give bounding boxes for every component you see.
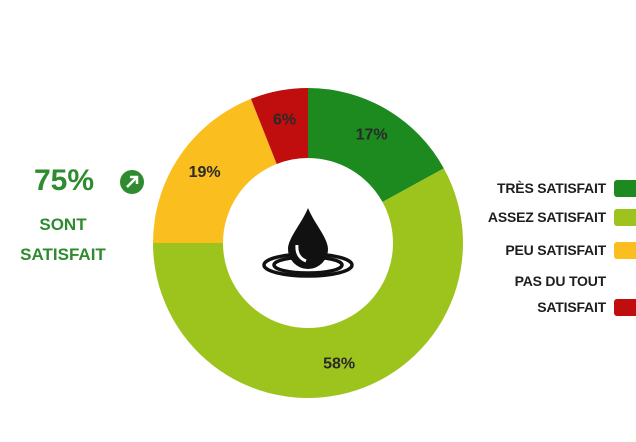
- legend-swatch: [614, 180, 636, 197]
- slice-label: 17%: [356, 127, 388, 144]
- slice: [153, 168, 464, 398]
- drop-icon: [262, 208, 354, 278]
- annotation-value: 75%: [34, 164, 95, 197]
- legend-label: ASSEZ SATISFAIT: [487, 209, 606, 225]
- slice-label: 6%: [273, 111, 296, 128]
- slice-label: 19%: [189, 164, 221, 181]
- legend-label: PEU SATISFAIT: [505, 242, 606, 258]
- slice: [250, 88, 308, 164]
- arrow-icon: [120, 170, 144, 194]
- annotation-text: SONT SATISFAIT: [20, 215, 106, 264]
- legend-swatch: [614, 299, 636, 316]
- legend-swatch: [614, 242, 636, 259]
- legend-label: PAS DU TOUT SATISFAIT: [514, 273, 607, 315]
- slice: [308, 88, 444, 203]
- slice: [153, 98, 277, 243]
- legend-swatch: [614, 209, 636, 226]
- slice-label: 58%: [323, 355, 355, 372]
- legend-label: TRÈS SATISFAIT: [497, 180, 606, 196]
